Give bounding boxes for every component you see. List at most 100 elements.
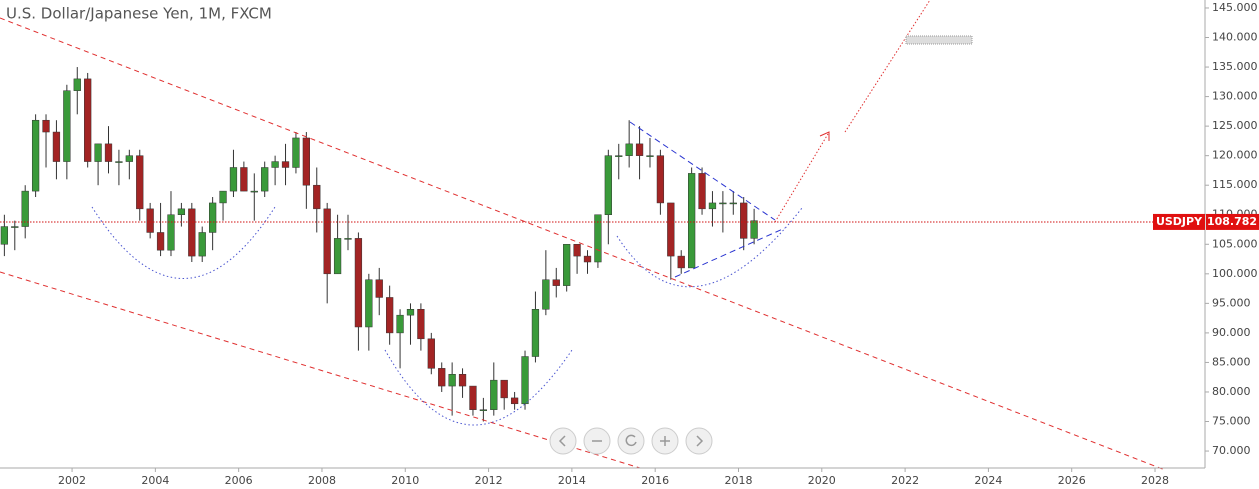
candles	[0, 67, 758, 422]
candle-body	[542, 279, 550, 310]
candle-body	[136, 155, 144, 210]
candle-body	[396, 314, 404, 334]
candle-body	[552, 279, 560, 286]
candle-body	[209, 202, 217, 233]
candle-body	[313, 184, 321, 210]
candle-body	[177, 208, 186, 215]
y-tick-label: 115.000	[1212, 178, 1258, 191]
candle-body	[31, 119, 40, 192]
candle-body	[740, 202, 748, 239]
candle-body	[750, 220, 758, 239]
y-tick-label: 140.000	[1212, 31, 1258, 44]
x-tick-label: 2024	[974, 474, 1002, 487]
candle-body	[604, 155, 612, 215]
candle-body	[719, 202, 727, 205]
y-tick-label: 75.000	[1212, 415, 1251, 428]
x-tick-label: 2028	[1141, 474, 1169, 487]
y-tick-label: 95.000	[1212, 296, 1251, 309]
y-tick-label: 120.000	[1212, 149, 1258, 162]
zoom-out-button[interactable]	[583, 427, 611, 455]
candle-body	[11, 226, 19, 228]
scroll-right-button[interactable]	[685, 427, 713, 455]
candle-body	[667, 202, 675, 257]
arc	[91, 206, 276, 279]
arrow-head	[819, 131, 830, 141]
candle-body	[406, 309, 415, 316]
reset-button[interactable]	[617, 427, 645, 455]
candle-body	[271, 161, 279, 168]
y-tick-label: 145.000	[1212, 1, 1258, 14]
x-tick-label: 2004	[141, 474, 169, 487]
y-tick-label: 105.000	[1212, 237, 1258, 250]
y-tick-label: 85.000	[1212, 355, 1251, 368]
candle-body	[94, 143, 102, 162]
symbol-label: USDJPY	[1156, 215, 1203, 228]
x-tick-label: 2008	[308, 474, 336, 487]
x-tick-label: 2014	[558, 474, 586, 487]
candle-body	[146, 208, 154, 233]
candle-body	[531, 309, 540, 357]
candle-body	[708, 202, 717, 210]
chart-title: U.S. Dollar/Japanese Yen, 1M, FXCM	[6, 5, 272, 23]
candle-body	[677, 255, 685, 269]
candle-body	[417, 309, 425, 340]
scroll-left-button[interactable]	[549, 427, 577, 455]
candle-body	[386, 297, 394, 334]
candle-body	[479, 409, 488, 411]
trend-line	[0, 17, 1166, 471]
candle-body	[365, 279, 373, 328]
candle-body	[500, 379, 508, 399]
candle-body	[438, 368, 446, 387]
x-tick-label: 2002	[58, 474, 86, 487]
price-label: 108.782	[1207, 215, 1257, 228]
candle-body	[302, 137, 310, 186]
candle-body	[563, 244, 571, 286]
candle-body	[490, 379, 498, 410]
candle-body	[646, 155, 654, 157]
candle-body	[104, 143, 113, 162]
candle-body	[688, 173, 696, 269]
x-tick-label: 2006	[225, 474, 253, 487]
projection-line	[844, 0, 931, 133]
y-tick-label: 125.000	[1212, 119, 1258, 132]
candle-body	[198, 232, 206, 257]
candle-body	[63, 90, 71, 162]
trend-line	[0, 271, 641, 469]
candle-body	[469, 385, 477, 410]
x-tick-label: 2020	[808, 474, 836, 487]
candle-body	[167, 214, 175, 251]
candle-body	[281, 161, 290, 168]
y-tick-label: 135.000	[1212, 60, 1258, 73]
y-tick-label: 80.000	[1212, 385, 1251, 398]
price-tag	[1206, 213, 1259, 230]
symbol-tag	[1153, 213, 1205, 230]
candle-body	[333, 238, 342, 275]
zoom-in-button[interactable]	[651, 427, 679, 455]
candle-body	[375, 279, 383, 298]
y-tick-label: 100.000	[1212, 267, 1258, 280]
candle-body	[354, 238, 363, 328]
target-box	[905, 35, 973, 45]
x-tick-label: 2012	[475, 474, 503, 487]
triangle-line	[629, 121, 776, 221]
candle-body	[52, 131, 61, 162]
candle-body	[84, 78, 92, 162]
candle-body	[323, 208, 331, 275]
candle-body	[261, 167, 269, 192]
x-tick-label: 2010	[391, 474, 419, 487]
candle-body	[250, 190, 258, 193]
candle-body	[635, 143, 644, 156]
candle-body	[698, 173, 706, 210]
candle-body	[615, 155, 623, 157]
y-tick-label: 130.000	[1212, 90, 1258, 103]
arc	[384, 349, 573, 426]
nav-buttons	[549, 427, 713, 455]
candle-body	[521, 356, 529, 405]
candle-body	[240, 167, 248, 192]
ticks: 70.000 75.000 80.000 85.000 90.000 95.000 100.…	[58, 1, 1257, 487]
candle-body	[458, 373, 467, 387]
candle-body	[573, 244, 581, 257]
x-tick-label: 2026	[1058, 474, 1086, 487]
y-tick-label: 70.000	[1212, 444, 1251, 457]
